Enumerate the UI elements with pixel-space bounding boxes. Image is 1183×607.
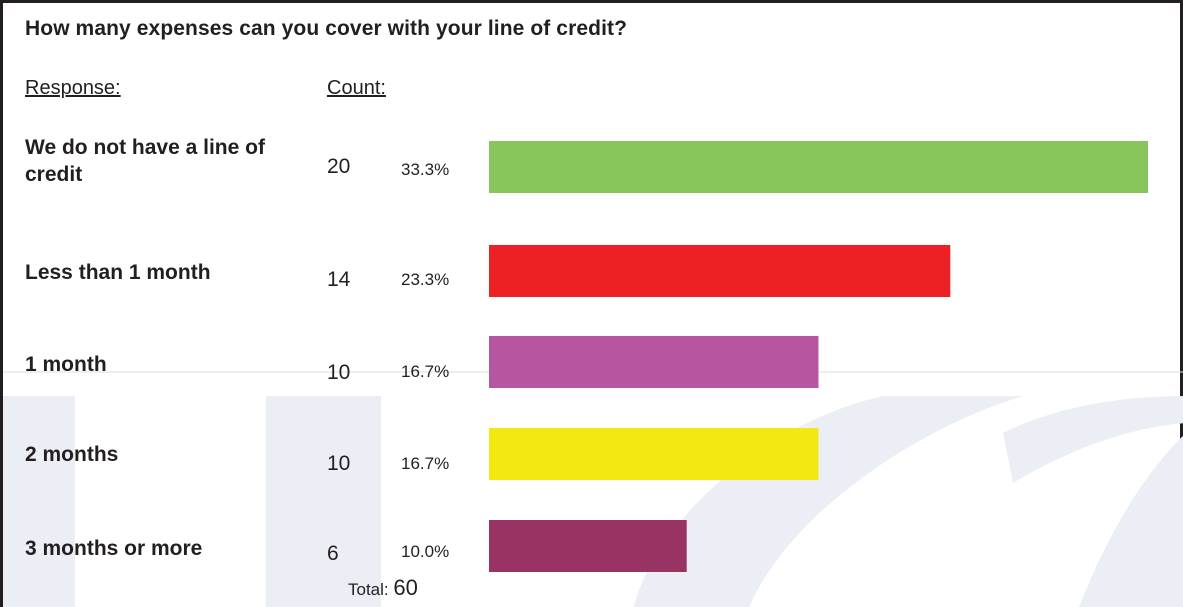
percent-label-1-month: 16.7% xyxy=(401,362,450,381)
background-watermark xyxy=(3,371,1183,607)
response-column-header: Response: xyxy=(25,77,121,99)
percent-label-2-months: 16.7% xyxy=(401,454,450,473)
count-label-no-line-of-credit: 20 xyxy=(327,155,351,178)
count-label-2-months: 10 xyxy=(327,452,351,475)
category-label-no-line-of-credit: We do not have a line of credit xyxy=(25,136,265,186)
count-label-less-than-1-month: 14 xyxy=(327,268,351,291)
count-label-1-month: 10 xyxy=(327,361,351,384)
total-label: Total: 60 xyxy=(348,575,418,601)
percent-label-3-months-or-more: 10.0% xyxy=(401,542,450,561)
category-label-less-than-1-month: Less than 1 month xyxy=(25,261,211,284)
category-label-2-months: 2 months xyxy=(25,443,119,466)
count-column-header: Count: xyxy=(327,77,386,99)
category-label-3-months-or-more: 3 months or more xyxy=(25,537,203,560)
percent-label-no-line-of-credit: 33.3% xyxy=(401,160,450,179)
percent-label-less-than-1-month: 23.3% xyxy=(401,270,450,289)
total-text: Total: xyxy=(348,580,389,599)
total-value: 60 xyxy=(393,575,418,600)
chart-title: How many expenses can you cover with you… xyxy=(25,17,628,40)
category-label-1-month: 1 month xyxy=(25,353,107,376)
count-label-3-months-or-more: 6 xyxy=(327,542,339,565)
